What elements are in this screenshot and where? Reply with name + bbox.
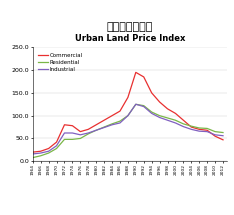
Residential [103, 126, 106, 128]
Commercial [158, 101, 161, 103]
Industrial [87, 132, 90, 134]
Industrial [174, 122, 177, 124]
Residential [87, 133, 90, 135]
Residential [142, 104, 145, 107]
Residential [206, 127, 208, 130]
Commercial [39, 150, 42, 152]
Residential [214, 130, 216, 133]
Residential [79, 137, 82, 140]
Industrial [63, 132, 66, 134]
Commercial [95, 123, 98, 126]
Industrial [55, 144, 58, 147]
Industrial [111, 123, 113, 126]
Residential [71, 138, 74, 141]
Residential [63, 138, 66, 141]
Commercial [198, 128, 201, 131]
Commercial [79, 130, 82, 133]
Industrial [214, 134, 216, 136]
Commercial [142, 76, 145, 78]
Industrial [119, 122, 121, 124]
Commercial [166, 108, 169, 110]
Industrial [103, 126, 106, 129]
Residential [55, 147, 58, 150]
Residential [190, 125, 193, 127]
Commercial [31, 151, 34, 154]
Commercial [150, 92, 153, 94]
Commercial [182, 119, 185, 121]
Residential [158, 114, 161, 117]
Commercial [87, 128, 90, 131]
Residential [119, 120, 121, 122]
Commercial [127, 96, 129, 99]
Residential [182, 123, 185, 125]
Commercial [174, 112, 177, 115]
Commercial [190, 126, 193, 128]
Residential [31, 156, 34, 159]
Commercial [71, 124, 74, 127]
Legend: Commercial, Residential, Industrial: Commercial, Residential, Industrial [37, 52, 83, 73]
Industrial [39, 152, 42, 154]
Commercial [134, 71, 137, 74]
Commercial [103, 119, 106, 121]
Industrial [142, 105, 145, 108]
Line: Residential: Residential [33, 104, 223, 158]
Residential [111, 123, 113, 125]
Residential [95, 129, 98, 132]
Residential [47, 152, 50, 154]
Industrial [31, 153, 34, 155]
Industrial [134, 103, 137, 106]
Industrial [150, 112, 153, 115]
Residential [198, 127, 201, 129]
Industrial [71, 132, 74, 134]
Industrial [79, 134, 82, 136]
Industrial [182, 125, 185, 128]
Commercial [47, 147, 50, 150]
Industrial [47, 150, 50, 152]
Industrial [198, 130, 201, 132]
Residential [39, 155, 42, 157]
Industrial [206, 130, 208, 133]
Industrial [127, 114, 129, 117]
Industrial [222, 134, 224, 137]
Residential [222, 131, 224, 134]
Residential [127, 114, 129, 117]
Text: Urban Land Price Index: Urban Land Price Index [75, 34, 185, 43]
Text: 市街地価格指数: 市街地価格指数 [107, 23, 153, 32]
Industrial [158, 116, 161, 119]
Commercial [111, 114, 113, 117]
Residential [166, 117, 169, 119]
Commercial [63, 123, 66, 126]
Residential [174, 119, 177, 121]
Residential [150, 111, 153, 113]
Commercial [119, 110, 121, 112]
Commercial [206, 129, 208, 132]
Industrial [166, 119, 169, 121]
Industrial [95, 129, 98, 132]
Commercial [222, 138, 224, 141]
Line: Commercial: Commercial [33, 72, 223, 152]
Line: Industrial: Industrial [33, 104, 223, 154]
Industrial [190, 128, 193, 131]
Commercial [214, 135, 216, 137]
Commercial [55, 141, 58, 143]
Residential [134, 103, 137, 106]
